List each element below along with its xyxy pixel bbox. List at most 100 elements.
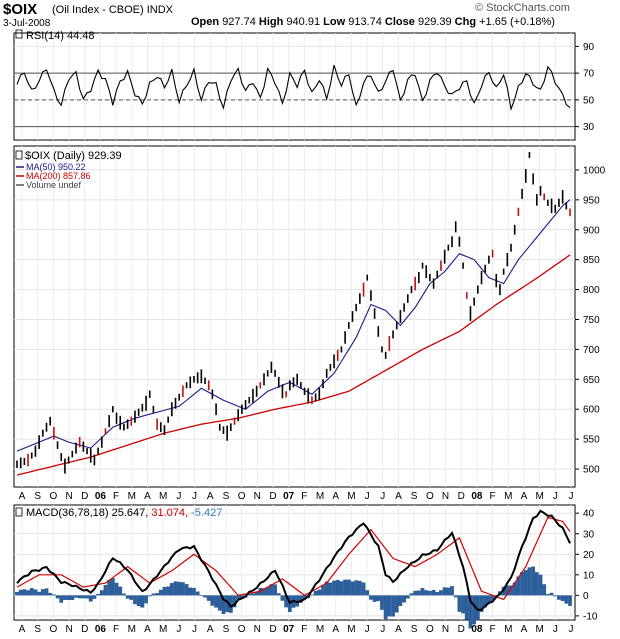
histogram-bar	[210, 595, 215, 606]
macd-value-0: 25.647,	[112, 507, 152, 519]
histogram-bar	[155, 593, 159, 596]
month-label-bottom: A	[332, 624, 339, 635]
price-bars	[16, 151, 571, 474]
histogram-bar	[428, 590, 432, 596]
histogram-bar	[516, 576, 521, 596]
high-value: 940.91	[286, 16, 321, 28]
histogram-bar	[48, 592, 53, 596]
month-label-bottom: A	[521, 624, 528, 635]
month-label-top: J	[365, 491, 370, 502]
price-panel-frame	[13, 145, 576, 488]
month-label-bottom: F	[490, 624, 496, 635]
month-label-top: J	[380, 491, 385, 502]
low-value: 913.74	[348, 16, 382, 28]
month-label-top: J	[192, 491, 197, 502]
legend-entry: MA(50) 950.22	[26, 162, 86, 172]
month-label-top: D	[81, 491, 88, 502]
histogram-bar	[531, 566, 536, 596]
close-value: 929.39	[417, 16, 452, 28]
histogram-bar	[284, 595, 289, 608]
histogram-bar	[214, 595, 218, 608]
price-legend-swatch	[15, 150, 23, 160]
histogram-bar	[328, 582, 333, 596]
histogram-bar	[357, 580, 362, 596]
macd-ytick-label: 30	[583, 529, 595, 540]
histogram-bar	[435, 591, 440, 596]
histogram-bar	[391, 595, 395, 617]
histogram-bar	[251, 593, 255, 596]
price-ytick-label: 700	[583, 345, 600, 356]
histogram-bar	[96, 593, 101, 596]
month-label-bottom: 08	[471, 624, 483, 635]
price-ytick-label: 850	[583, 255, 600, 266]
month-label-bottom: D	[269, 624, 276, 635]
histogram-bar	[376, 595, 381, 602]
histogram-bar	[169, 583, 174, 596]
histogram-bar	[129, 595, 134, 600]
histogram-bar	[166, 586, 171, 596]
month-label-top: 07	[283, 491, 295, 502]
histogram-bar	[77, 595, 82, 599]
month-label-bottom: M	[316, 624, 324, 635]
histogram-bar	[383, 595, 388, 620]
histogram-bar	[59, 595, 64, 603]
macd-legend-swatch	[15, 507, 23, 517]
month-label-top: M	[347, 491, 355, 502]
macd-ytick-label: 20	[583, 550, 595, 561]
histogram-bar	[144, 595, 148, 604]
histogram-bar	[221, 595, 226, 615]
histogram-bar	[468, 595, 473, 629]
rsi-legend-swatch	[15, 29, 23, 39]
histogram-bar	[527, 567, 532, 596]
month-label-top: M	[128, 491, 136, 502]
histogram-bar	[557, 595, 561, 600]
month-label-top: A	[207, 491, 214, 502]
month-label-bottom: A	[207, 624, 214, 635]
histogram-bar	[512, 582, 517, 596]
histogram-bar	[545, 594, 550, 596]
price-ytick-label: 500	[583, 465, 600, 476]
histogram-bar	[122, 593, 126, 596]
histogram-bar	[553, 595, 558, 597]
histogram-bar	[269, 584, 274, 596]
histogram-bar	[439, 590, 443, 596]
open-label: Open	[191, 16, 220, 28]
month-label-bottom: M	[159, 624, 167, 635]
month-label-bottom: A	[395, 624, 402, 635]
histogram-bar	[74, 595, 78, 598]
rsi-ytick-label: 70	[583, 69, 595, 80]
price-title: $OIX (Daily) 929.39	[25, 150, 122, 162]
month-label-top: A	[144, 491, 151, 502]
histogram-bar	[413, 590, 418, 596]
histogram-bar	[177, 581, 182, 596]
histogram-bar	[416, 590, 421, 596]
histogram-bar	[15, 591, 19, 596]
macd-value-1: 31.074,	[151, 507, 191, 519]
month-label-top: O	[238, 491, 246, 502]
histogram-bar	[402, 595, 406, 603]
month-label-top: A	[19, 491, 26, 502]
histogram-bar	[125, 595, 130, 599]
histogram-bar	[40, 589, 45, 596]
month-label-bottom: J	[176, 624, 181, 635]
ma200-line	[16, 254, 571, 476]
histogram-bar	[475, 595, 480, 621]
month-label-bottom: O	[49, 624, 57, 635]
histogram-bar	[505, 585, 510, 596]
histogram-bar	[273, 584, 277, 596]
histogram-bar	[192, 587, 196, 596]
month-label-top: D	[458, 491, 465, 502]
month-label-top: 08	[471, 491, 483, 502]
histogram-bar	[486, 595, 491, 604]
histogram-bar	[22, 589, 27, 596]
price-ytick-label: 600	[583, 405, 600, 416]
month-label-top: A	[521, 491, 528, 502]
month-label-top: N	[65, 491, 72, 502]
histogram-bar	[18, 589, 23, 596]
month-label-bottom: F	[301, 624, 307, 635]
price-ytick-label: 650	[583, 375, 600, 386]
month-label-top: S	[411, 491, 418, 502]
rsi-panel-frame	[13, 32, 576, 141]
price-ytick-label: 900	[583, 225, 600, 236]
month-label-top: S	[223, 491, 230, 502]
